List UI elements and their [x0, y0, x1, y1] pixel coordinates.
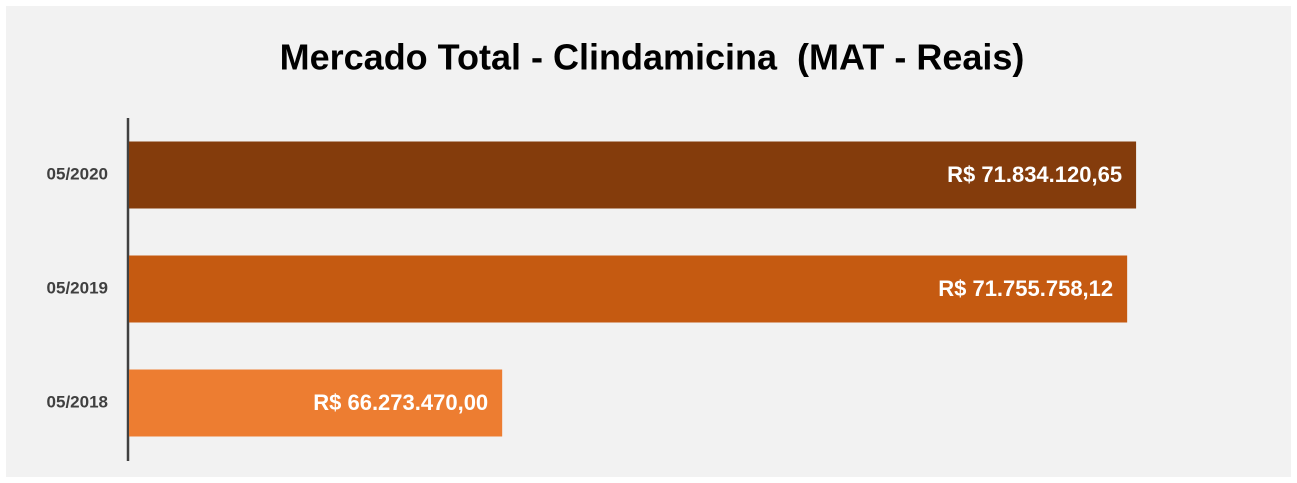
data-label: R$ 66.273.470,00 — [313, 390, 488, 415]
y-tick-label: 05/2018 — [47, 392, 108, 411]
chart-title: Mercado Total - Clindamicina (MAT - Reai… — [280, 37, 1025, 78]
y-tick-label: 05/2019 — [47, 278, 108, 297]
data-label: R$ 71.834.120,65 — [947, 162, 1122, 187]
y-tick-label: 05/2020 — [47, 164, 108, 183]
data-label: R$ 71.755.758,12 — [938, 276, 1113, 301]
bar — [129, 141, 1137, 209]
bar — [129, 255, 1128, 323]
bar — [129, 369, 503, 437]
